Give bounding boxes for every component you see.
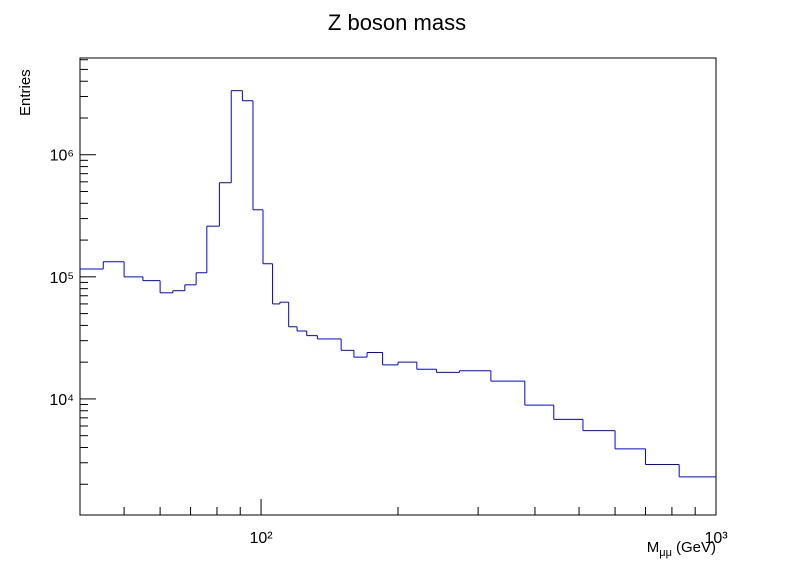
y-tick-label: 10⁶ <box>50 148 74 165</box>
x-label-sub: μμ <box>659 547 672 559</box>
x-axis-label: Mμμ (GeV) <box>647 539 716 559</box>
x-tick-label: 10³ <box>704 530 728 547</box>
y-axis-label: Entries <box>17 69 34 116</box>
chart-title: Z boson mass <box>328 10 466 35</box>
x-label-unit: (GeV) <box>676 539 716 556</box>
y-tick-label: 10⁵ <box>50 270 74 287</box>
plot-frame <box>79 57 717 516</box>
y-tick-label: 10⁴ <box>49 392 74 409</box>
x-label-main: M <box>647 539 660 556</box>
x-tick-label: 10² <box>249 530 273 547</box>
